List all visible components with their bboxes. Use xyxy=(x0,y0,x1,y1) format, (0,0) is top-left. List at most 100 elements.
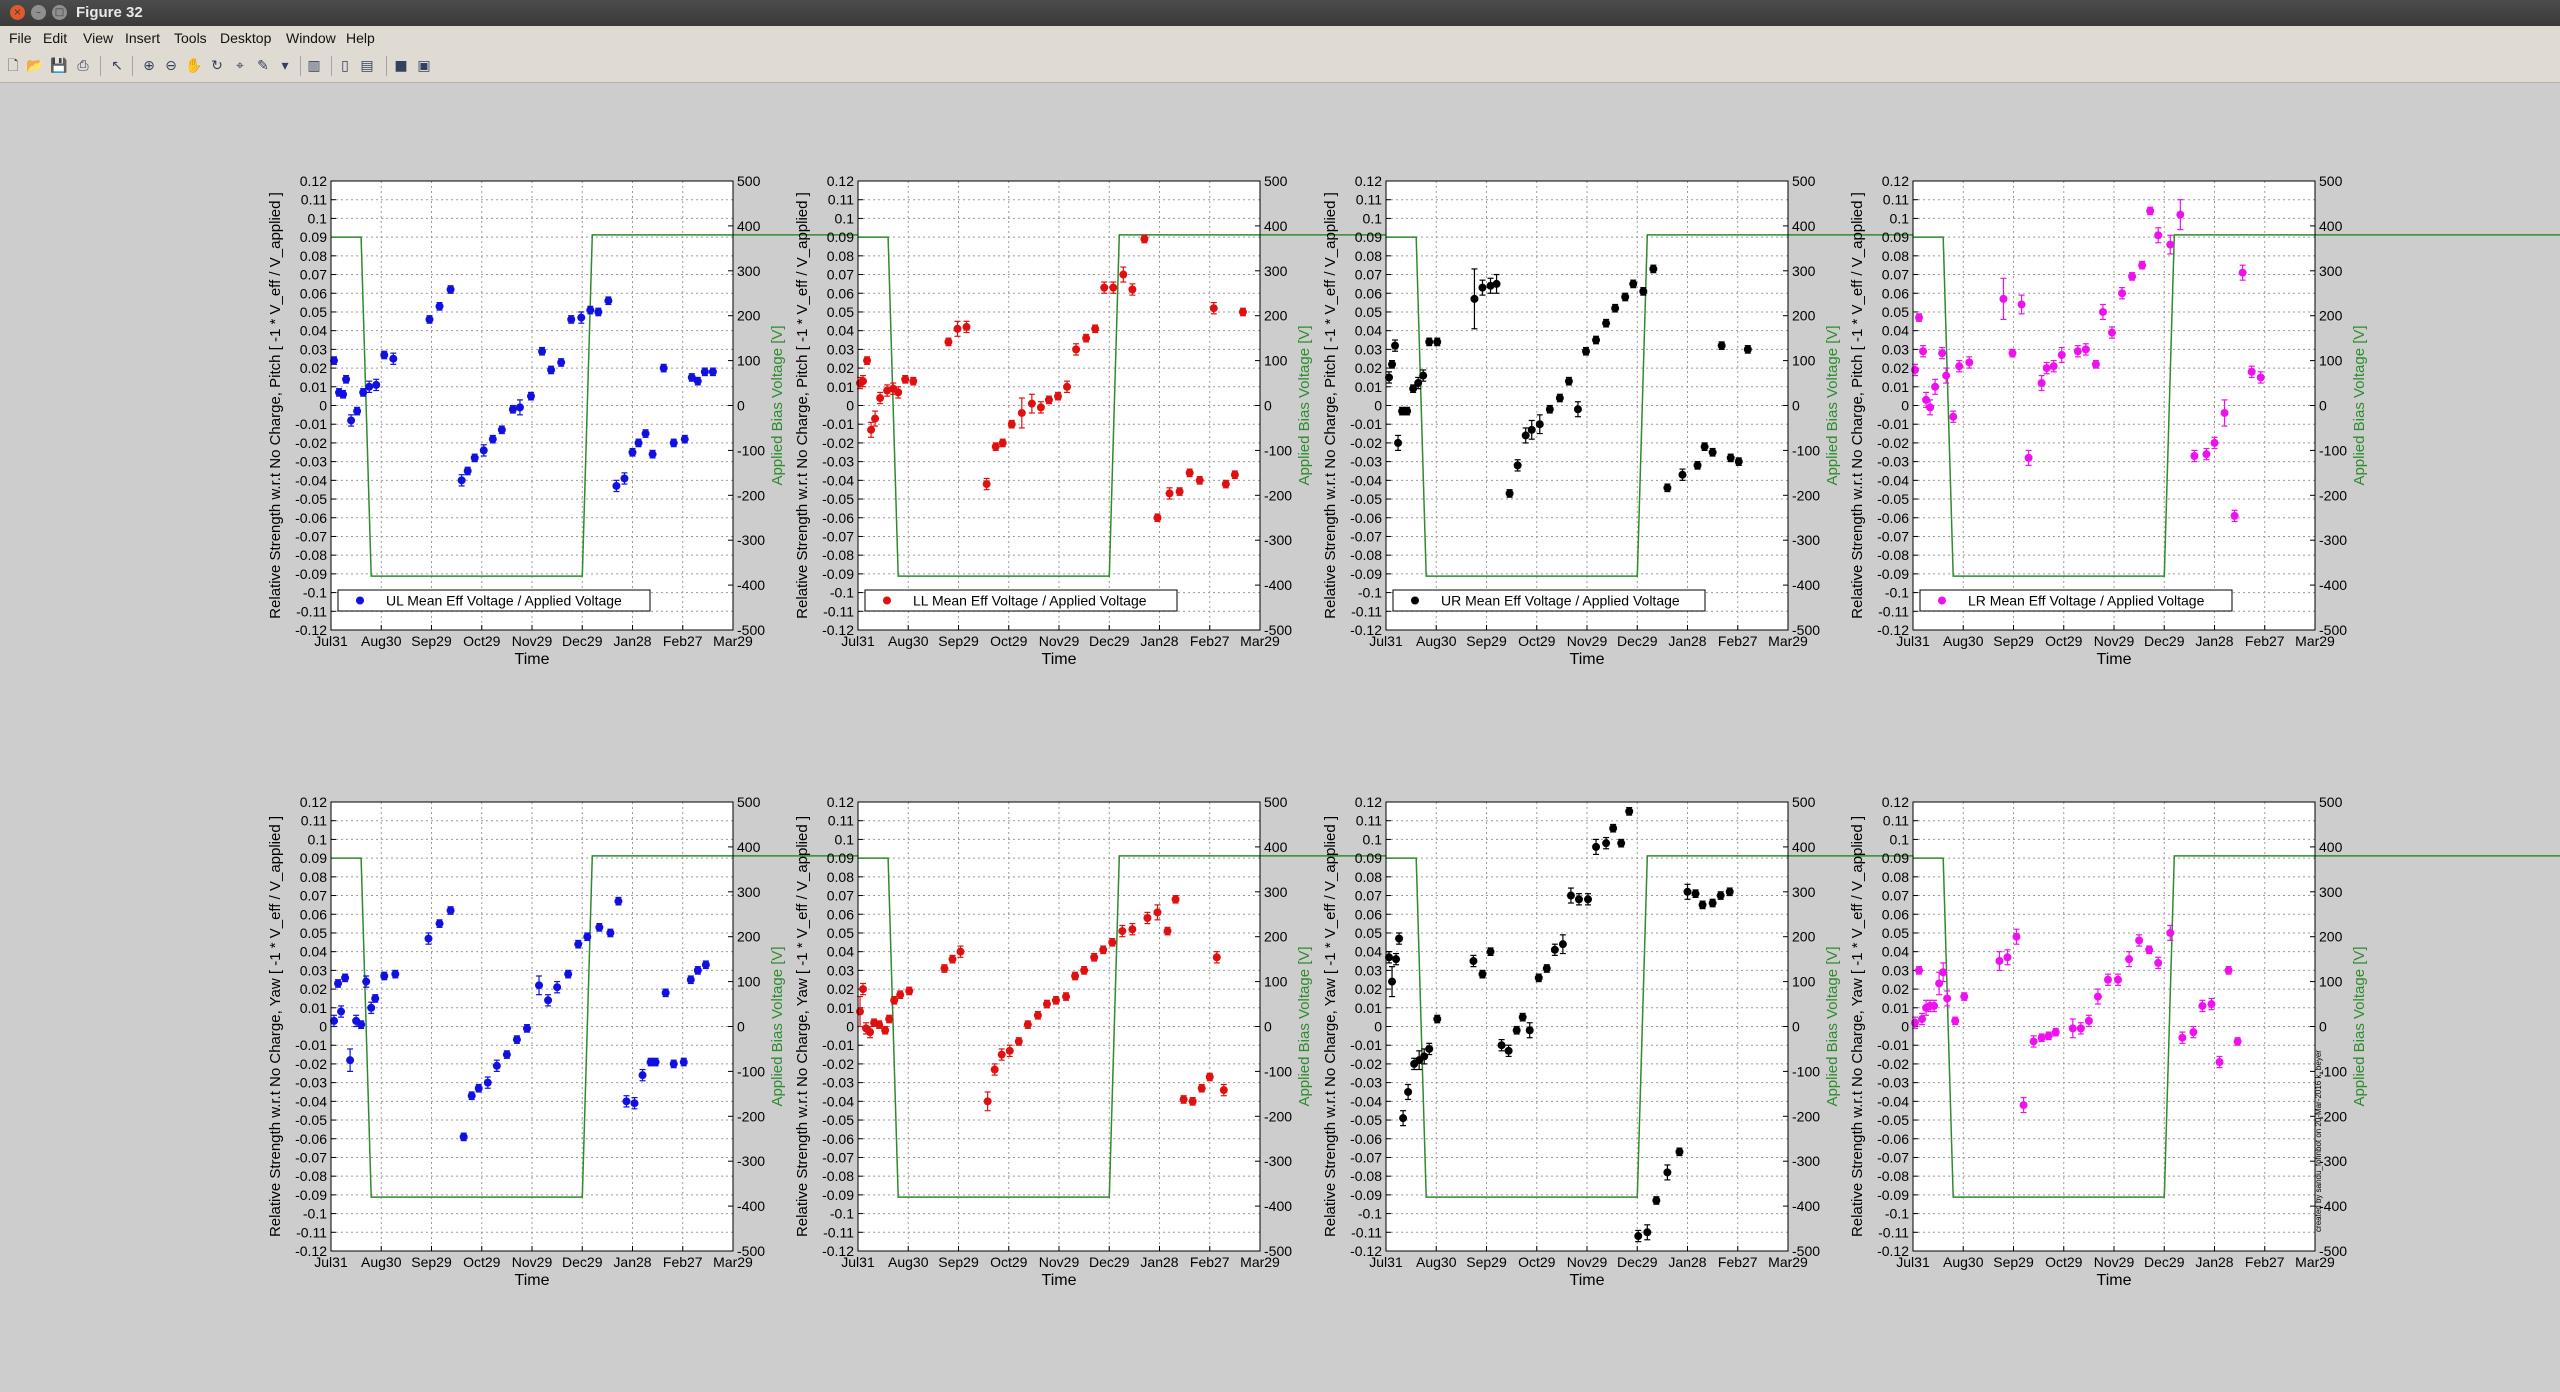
y2-tick-label: -400 xyxy=(1264,577,1292,593)
data-point xyxy=(876,394,885,403)
data-point xyxy=(1700,442,1709,451)
y-tick-label: 0.03 xyxy=(1355,341,1382,357)
data-point xyxy=(479,446,488,455)
menu-window[interactable]: Window xyxy=(286,30,336,46)
data-point xyxy=(1584,895,1593,904)
x-tick-label: Jul31 xyxy=(314,1254,348,1270)
y-tick-label: -0.11 xyxy=(823,1224,854,1240)
legend-icon[interactable]: ▯ xyxy=(341,58,349,74)
close-window-icon[interactable]: × xyxy=(10,5,25,20)
x-tick-label: Sep29 xyxy=(938,633,979,649)
menu-help[interactable]: Help xyxy=(346,30,375,46)
menu-desktop[interactable]: Desktop xyxy=(220,30,272,46)
data-point xyxy=(595,923,604,932)
data-point xyxy=(1550,945,1559,954)
menu-file[interactable]: File xyxy=(9,30,32,46)
data-point xyxy=(1663,483,1672,492)
menu-tools[interactable]: Tools xyxy=(174,30,207,46)
y-tick-label: -0.09 xyxy=(1877,566,1909,582)
figure-credit-note: created by sandu_fofinbot on 20-Mar-2016… xyxy=(2314,1050,2323,1232)
y-tick-label: 0.11 xyxy=(1883,192,1909,208)
data-point xyxy=(905,986,914,995)
y2-tick-label: 300 xyxy=(737,884,761,900)
hide-plot-tools-icon[interactable]: ▤ xyxy=(360,58,374,74)
print-icon[interactable]: ⎙ xyxy=(77,58,89,74)
y-tick-label: -0.04 xyxy=(1350,1093,1382,1109)
y-tick-label: 0.06 xyxy=(1355,285,1382,301)
data-point xyxy=(2207,1000,2216,1009)
menu-view[interactable]: View xyxy=(83,30,114,46)
data-point xyxy=(1663,1168,1672,1177)
save-icon[interactable]: 💾 xyxy=(50,58,68,74)
data-point xyxy=(1420,1052,1429,1061)
y2-tick-label: -500 xyxy=(737,1243,765,1259)
data-point xyxy=(604,296,613,305)
x-tick-label: Oct29 xyxy=(2045,633,2083,649)
data-point xyxy=(1634,1232,1643,1241)
new-figure-icon[interactable]: 🗋 xyxy=(7,58,19,74)
data-point xyxy=(1649,264,1658,273)
data-point xyxy=(1678,470,1687,479)
data-point xyxy=(944,337,953,346)
data-point xyxy=(953,324,962,333)
data-point xyxy=(1425,337,1434,346)
zoom-in-icon[interactable]: ⊕ xyxy=(143,58,155,74)
subplot-4: 0.12 0.11 0.1 0.09 0.08 0.07 0.06 0.05 0.04 0.03 0… xyxy=(1849,173,2560,668)
data-point xyxy=(1385,953,1394,962)
data-point xyxy=(1717,341,1726,350)
zoom-out-icon[interactable]: ⊖ xyxy=(165,58,177,74)
dock-figure-icon[interactable]: ▣ xyxy=(417,58,431,74)
maximize-window-icon[interactable]: □ xyxy=(52,5,67,20)
y-tick-label: 0.06 xyxy=(1882,906,1909,922)
data-point xyxy=(708,367,717,376)
y-tick-label: 0.04 xyxy=(300,323,327,339)
y-tick-label: 0.05 xyxy=(300,304,327,320)
x-tick-label: Mar29 xyxy=(2295,633,2335,649)
data-point xyxy=(1734,457,1743,466)
open-file-icon[interactable]: 📂 xyxy=(26,58,44,74)
data-point xyxy=(2076,1024,2085,1033)
legend-box xyxy=(1919,589,2233,612)
y-tick-label: -0.03 xyxy=(1350,454,1382,470)
y-tick-label: 0.1 xyxy=(308,831,328,847)
y-tick-label: 0.01 xyxy=(1882,1000,1909,1016)
data-point xyxy=(341,973,350,982)
minimize-window-icon[interactable]: – xyxy=(31,5,46,20)
show-plot-tools-icon[interactable]: ■ xyxy=(394,58,408,74)
y2-tick-label: 100 xyxy=(1264,353,1288,369)
y-tick-label: -0.04 xyxy=(822,472,854,488)
rotate-3d-icon[interactable]: ↻ xyxy=(211,58,223,74)
data-point xyxy=(2114,975,2123,984)
y2-tick-label: 400 xyxy=(737,839,761,855)
data-point xyxy=(669,438,678,447)
brush-icon[interactable]: ✎ xyxy=(257,58,269,74)
data-point xyxy=(991,442,1000,451)
menu-edit[interactable]: Edit xyxy=(43,30,68,46)
y-tick-label: 0.06 xyxy=(1355,906,1382,922)
data-point xyxy=(564,970,573,979)
pan-icon[interactable]: ✋ xyxy=(185,58,203,74)
data-point xyxy=(1005,1046,1014,1055)
bias-voltage-line xyxy=(1913,234,2560,577)
data-point xyxy=(544,996,553,1005)
colorbar-icon[interactable]: ▥ xyxy=(307,58,321,74)
y-tick-label: 0.08 xyxy=(1355,869,1382,885)
link-plot-icon[interactable]: ▾ xyxy=(281,58,289,74)
data-point xyxy=(424,934,433,943)
y-tick-label: -0.06 xyxy=(295,510,327,526)
data-point xyxy=(634,438,643,447)
data-point xyxy=(606,928,615,937)
y-tick-label: -0.06 xyxy=(1350,510,1382,526)
data-cursor-icon[interactable]: ⌖ xyxy=(236,58,244,74)
data-point xyxy=(2247,367,2256,376)
y2-tick-label: 400 xyxy=(2319,839,2343,855)
y-tick-label: -0.06 xyxy=(822,1131,854,1147)
x-tick-label: Oct29 xyxy=(463,1254,501,1270)
axes-frame xyxy=(857,180,1261,631)
x-axis-label: Time xyxy=(2097,651,2132,668)
edit-plot-icon[interactable]: ↖ xyxy=(111,58,123,74)
menu-insert[interactable]: Insert xyxy=(125,30,161,46)
y-tick-label: -0.08 xyxy=(1350,1168,1382,1184)
data-point xyxy=(1504,1046,1513,1055)
data-point xyxy=(1566,891,1575,900)
